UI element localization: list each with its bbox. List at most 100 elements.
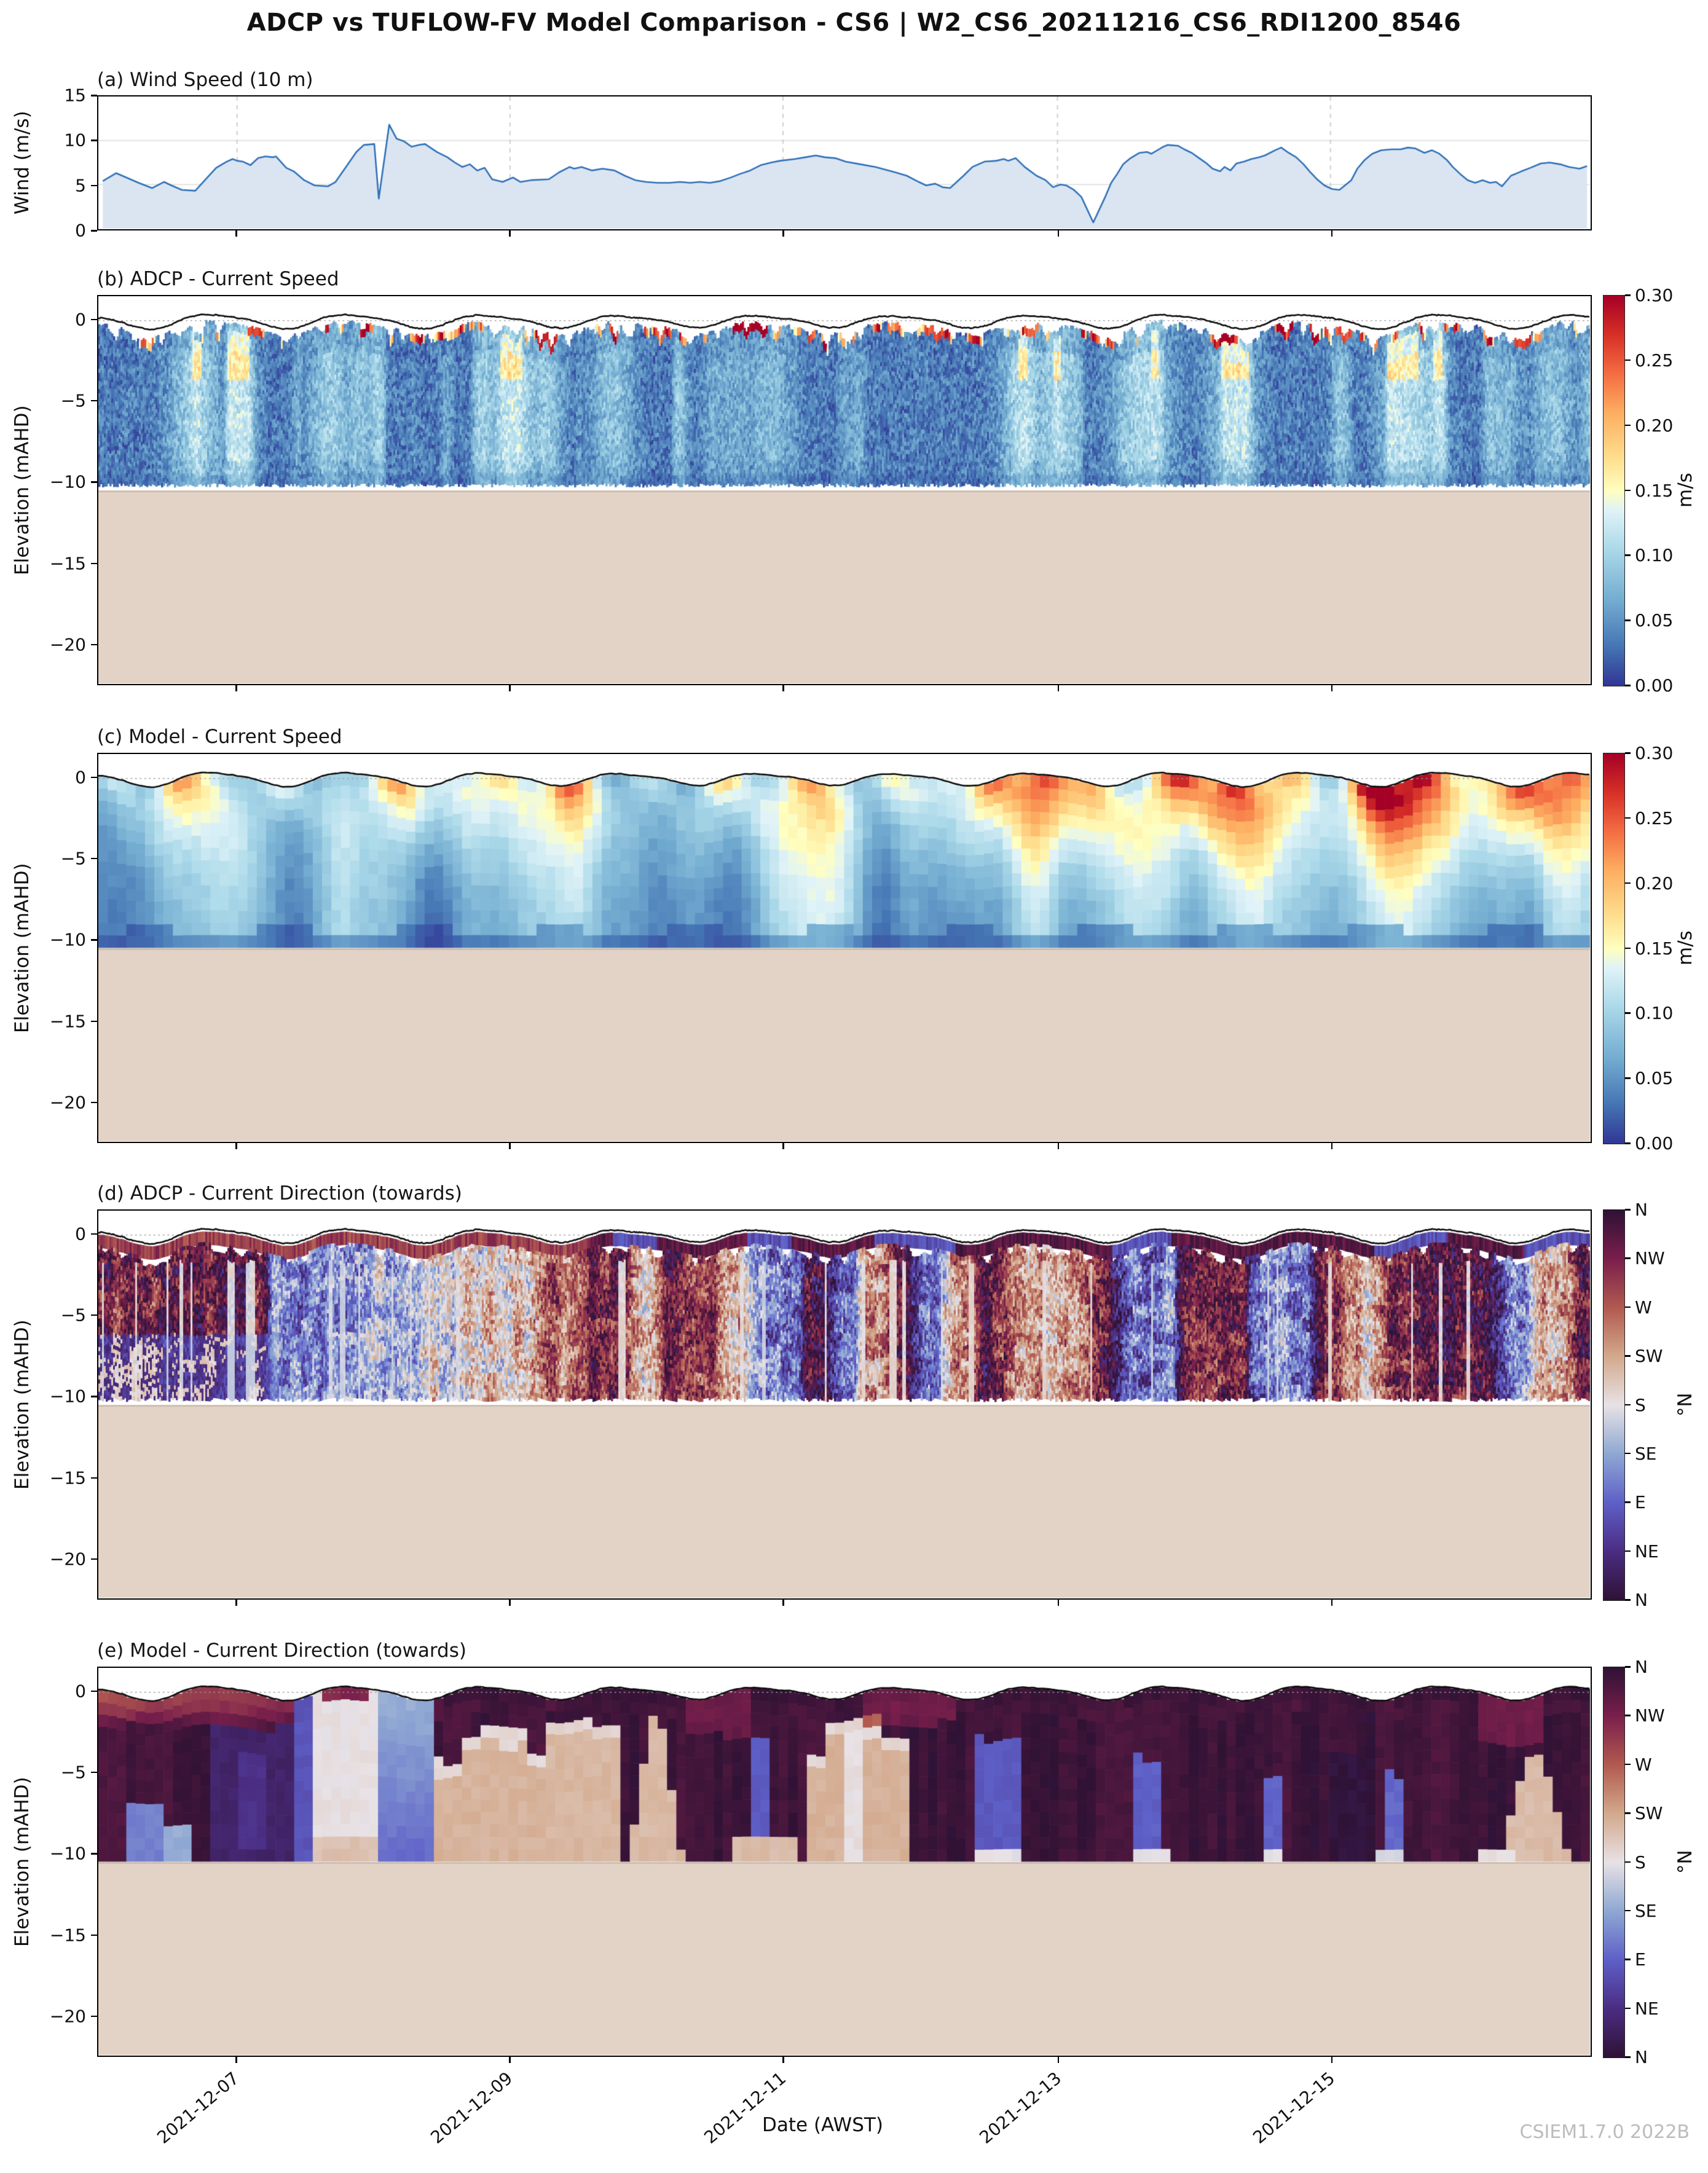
direction-colorbar-gradient	[1604, 1210, 1624, 1600]
y-tick-label: −10	[49, 929, 86, 950]
colorbar-tick-label: SW	[1635, 1346, 1663, 1367]
y-tick-label: 0	[75, 220, 86, 241]
y-tick-mark	[91, 1020, 97, 1023]
adcp-speed-heatmap	[97, 295, 1592, 685]
x-tick-mark	[1331, 2057, 1333, 2063]
colorbar-tick-mark	[1625, 685, 1631, 686]
colorbar-tick-mark	[1625, 489, 1631, 491]
x-tick-mark	[1057, 685, 1060, 691]
colorbar-unit-b: m/s	[1674, 473, 1696, 508]
colorbar-tick-mark	[1625, 1666, 1631, 1668]
colorbar-tick-label: W	[1635, 1297, 1652, 1318]
y-tick-mark	[91, 184, 97, 187]
wind-speed-chart	[97, 95, 1592, 230]
y-tick-mark	[91, 1396, 97, 1397]
colorbar-unit-d: °N	[1674, 1393, 1696, 1417]
colorbar-tick-mark	[1625, 1012, 1631, 1014]
y-tick-mark	[91, 230, 97, 232]
x-tick-mark	[235, 685, 237, 691]
x-tick-mark	[782, 2057, 784, 2063]
colorbar-tick-label: N	[1635, 1590, 1648, 1610]
colorbar-tick-mark	[1625, 1209, 1631, 1211]
adcp-direction-canvas	[98, 1211, 1590, 1598]
y-tick-mark	[91, 562, 97, 565]
colorbar-tick-mark	[1625, 1812, 1631, 1814]
colorbar-tick-mark	[1625, 1959, 1631, 1960]
y-tick-mark	[91, 1314, 97, 1316]
y-tick-label: −10	[49, 471, 86, 492]
colorbar-tick-label: 0.30	[1635, 285, 1674, 305]
colorbar-tick-mark	[1625, 752, 1631, 754]
colorbar-tick-label: 0.25	[1635, 808, 1674, 828]
y-tick-label: −20	[49, 1092, 86, 1113]
colorbar-unit-c: m/s	[1674, 930, 1696, 965]
colorbar-tick-label: 0.30	[1635, 743, 1674, 763]
x-tick-label: 2021-12-15	[1249, 2068, 1339, 2148]
colorbar-tick-mark	[1625, 947, 1631, 949]
colorbar-tick-label: 0.00	[1635, 675, 1674, 696]
x-tick-mark	[1331, 685, 1333, 691]
speed-colorbar-gradient	[1604, 296, 1624, 686]
colorbar-tick-mark	[1625, 817, 1631, 819]
colorbar-tick-label: SE	[1635, 1443, 1657, 1464]
y-tick-mark	[91, 776, 97, 779]
speed-colorbar-gradient	[1604, 753, 1624, 1144]
x-tick-mark	[235, 1600, 237, 1606]
colorbar-tick-label: E	[1635, 1492, 1646, 1513]
y-tick-mark	[91, 95, 97, 96]
colorbar-tick-mark	[1625, 1909, 1631, 1912]
y-tick-label: −20	[49, 1549, 86, 1570]
y-tick-label: −5	[60, 1305, 86, 1326]
colorbar-tick-label: NE	[1635, 1541, 1659, 1562]
colorbar-tick-label: S	[1635, 1852, 1646, 1872]
x-tick-mark	[509, 2057, 511, 2063]
y-tick-mark	[91, 1558, 97, 1560]
colorbar-tick-mark	[1625, 359, 1631, 361]
watermark: CSIEM1.7.0 2022B	[1519, 2121, 1690, 2143]
y-tick-label: −5	[60, 1762, 86, 1783]
y-tick-label: −20	[49, 634, 86, 655]
y-tick-label: 0	[75, 309, 86, 330]
x-tick-label: 2021-12-07	[153, 2068, 243, 2148]
colorbar-tick-mark	[1625, 424, 1631, 426]
direction-colorbar-e	[1603, 1667, 1625, 2058]
colorbar-tick-label: NW	[1635, 1705, 1665, 1726]
y-tick-label: −5	[60, 848, 86, 869]
x-tick-mark	[1331, 230, 1333, 237]
x-tick-mark	[509, 1600, 511, 1606]
wind-speed-canvas	[98, 96, 1590, 229]
model-speed-canvas	[98, 754, 1590, 1141]
x-tick-mark	[509, 685, 511, 691]
colorbar-tick-label: SE	[1635, 1900, 1657, 1921]
colorbar-tick-mark	[1625, 1599, 1631, 1601]
colorbar-tick-label: W	[1635, 1754, 1652, 1775]
x-tick-mark	[235, 230, 237, 237]
colorbar-tick-label: N	[1635, 1200, 1648, 1220]
x-tick-label: 2021-12-09	[427, 2068, 517, 2148]
panel-a-title: (a) Wind Speed (10 m)	[97, 69, 313, 91]
colorbar-tick-label: 0.15	[1635, 938, 1674, 959]
x-tick-mark	[1057, 1600, 1060, 1606]
colorbar-tick-label: NW	[1635, 1248, 1665, 1269]
colorbar-tick-mark	[1625, 1861, 1631, 1863]
colorbar-tick-mark	[1625, 2007, 1631, 2010]
colorbar-tick-mark	[1625, 619, 1631, 621]
x-tick-mark	[782, 1143, 784, 1149]
colorbar-tick-mark	[1625, 1715, 1631, 1716]
colorbar-tick-label: NE	[1635, 1998, 1659, 2019]
colorbar-tick-mark	[1625, 1142, 1631, 1144]
y-tick-mark	[91, 857, 97, 860]
y-tick-mark	[91, 939, 97, 941]
y-tick-label: −15	[49, 553, 86, 574]
y-tick-mark	[91, 399, 97, 402]
y-tick-mark	[91, 1690, 97, 1692]
y-tick-mark	[91, 2015, 97, 2018]
y-tick-label: 0	[75, 767, 86, 788]
x-tick-mark	[235, 1143, 237, 1149]
y-tick-mark	[91, 139, 97, 141]
model-direction-canvas	[98, 1668, 1590, 2055]
y-tick-label: −10	[49, 1843, 86, 1864]
x-tick-mark	[1057, 1143, 1060, 1149]
colorbar-tick-mark	[1625, 554, 1631, 556]
